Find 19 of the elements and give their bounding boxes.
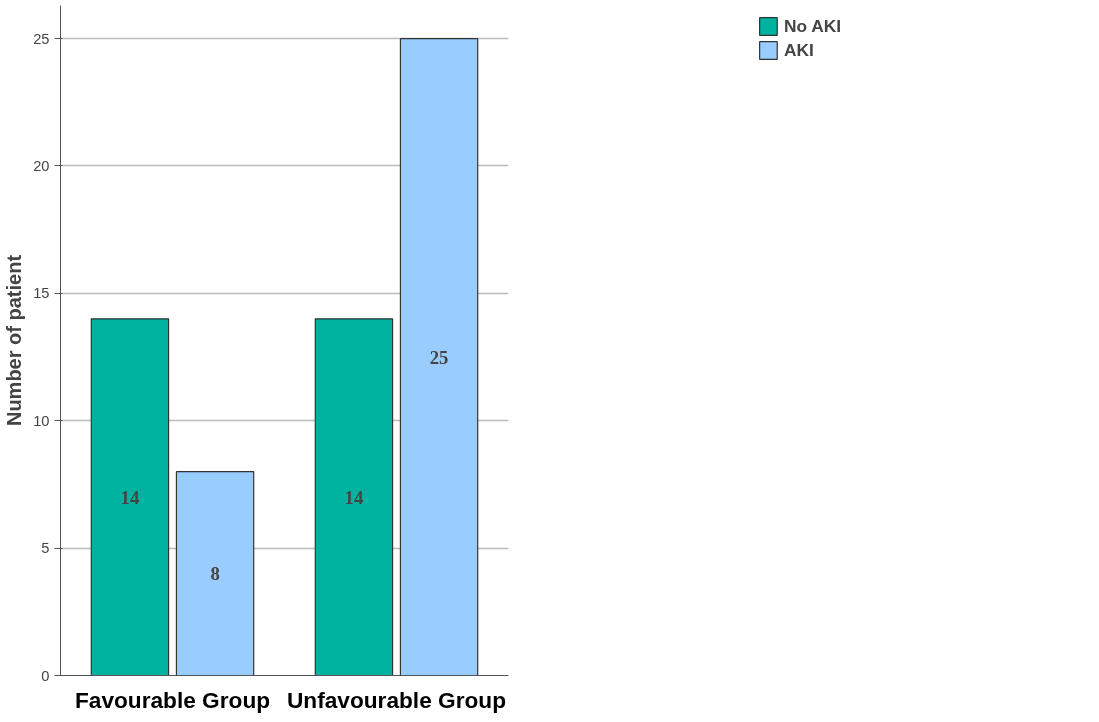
data-label: 14 xyxy=(344,486,364,508)
y-tick-label: 5 xyxy=(41,540,50,557)
legend-label: AKI xyxy=(783,39,814,61)
legend-label: No AKI xyxy=(783,15,842,37)
bar xyxy=(90,318,170,676)
data-label: 8 xyxy=(210,563,220,585)
y-tick-label: 20 xyxy=(33,157,50,174)
y-tick-label: 0 xyxy=(41,667,50,684)
y-tick-label: 25 xyxy=(33,30,50,47)
bar xyxy=(175,471,255,676)
x-tick-label: Unfavourable Group xyxy=(286,686,507,713)
y-tick-label: 10 xyxy=(33,412,50,429)
data-label: 25 xyxy=(429,346,449,368)
data-label: 14 xyxy=(120,486,140,508)
bar xyxy=(399,38,479,676)
y-axis-title: Number of patient xyxy=(3,254,26,427)
bar xyxy=(314,318,394,676)
y-tick-label: 15 xyxy=(33,285,50,302)
x-tick-label: Favourable Group xyxy=(74,686,271,713)
